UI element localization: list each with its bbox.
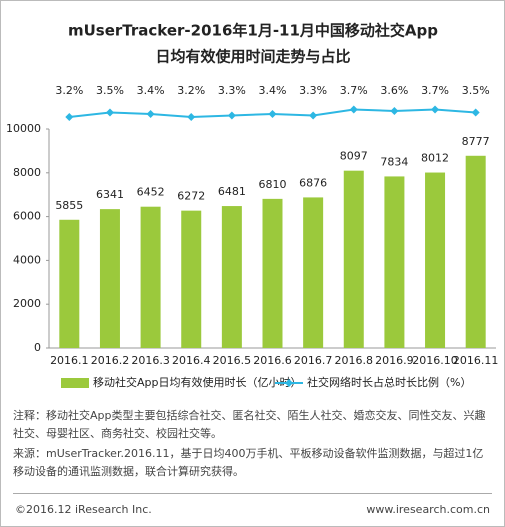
chart-subtitle: 日均有效使用时间走势与占比: [155, 48, 350, 66]
value-label: 6341: [96, 188, 124, 201]
x-tick-label: 2016.2: [91, 354, 130, 367]
value-label: 6452: [137, 186, 165, 199]
line-marker: [146, 110, 155, 118]
value-label: 3.3%: [299, 84, 327, 97]
y-tick-label: 0: [34, 341, 41, 354]
value-label: 3.4%: [259, 84, 287, 97]
value-label: 3.7%: [421, 84, 449, 97]
value-label: 6810: [259, 178, 287, 191]
line-marker: [390, 107, 399, 115]
chart: mUserTracker-2016年1月-11月中国移动社交App 日均有效使用…: [6, 22, 499, 390]
value-label: 3.2%: [177, 84, 205, 97]
bar: [221, 206, 242, 348]
x-tick-label: 2016.4: [172, 354, 211, 367]
line-marker: [187, 113, 196, 121]
y-tick-label: 6000: [13, 210, 41, 223]
value-label: 3.5%: [462, 84, 490, 97]
line-marker: [105, 108, 114, 117]
value-label: 3.2%: [55, 84, 83, 97]
y-tick-label: 4000: [13, 253, 41, 266]
value-label: 3.7%: [340, 84, 368, 97]
x-tick-label: 2016.5: [213, 354, 252, 367]
line-marker: [268, 110, 277, 118]
line-marker: [65, 113, 74, 121]
value-label: 8777: [462, 135, 490, 148]
legend-label: 社交网络时长占总时长比例（%）: [307, 375, 471, 389]
value-label: 3.3%: [218, 84, 246, 97]
x-tick-label: 2016.8: [335, 354, 374, 367]
x-tick-label: 2016.7: [294, 354, 333, 367]
value-label: 3.6%: [380, 84, 408, 97]
line-marker: [349, 105, 358, 114]
x-tick-label: 2016.9: [375, 354, 414, 367]
value-label: 8097: [340, 150, 368, 163]
chart-title: mUserTracker-2016年1月-11月中国移动社交App: [68, 22, 438, 40]
line-marker: [309, 111, 318, 120]
value-label: 5855: [55, 199, 83, 212]
value-label: 6272: [177, 190, 205, 203]
line-marker: [227, 111, 236, 120]
bar: [262, 198, 283, 348]
bar: [425, 172, 446, 348]
y-tick-label: 2000: [13, 297, 41, 310]
x-tick-label: 2016.3: [131, 354, 170, 367]
bar: [343, 170, 364, 348]
footer-left: ©2016.12 iResearch Inc.: [15, 503, 152, 516]
note: 注释：移动社交App类型主要包括综合社交、匿名社交、陌生人社交、婚恋交友、同性交…: [13, 409, 486, 440]
footer-right: www.iresearch.com.cn: [366, 503, 490, 516]
value-label: 6481: [218, 185, 246, 198]
bar: [181, 210, 202, 348]
legend-swatch: [61, 378, 89, 388]
line-marker: [471, 108, 480, 117]
bar: [384, 176, 405, 348]
bar: [140, 206, 161, 348]
bar: [465, 155, 486, 348]
value-label: 3.5%: [96, 84, 124, 97]
value-label: 7834: [380, 155, 408, 168]
source: 来源：mUserTracker.2016.11，基于日均400万手机、平板移动设…: [13, 447, 484, 478]
line-marker: [431, 105, 440, 114]
legend-label: 移动社交App日均有效使用时长（亿小时）: [93, 375, 302, 389]
divider: [13, 493, 492, 494]
value-label: 3.4%: [137, 84, 165, 97]
x-tick-label: 2016.1: [50, 354, 89, 367]
y-tick-label: 8000: [13, 166, 41, 179]
value-label: 6876: [299, 176, 327, 189]
bar: [99, 209, 120, 348]
bar: [303, 197, 324, 348]
x-tick-label: 2016.11: [453, 354, 499, 367]
value-label: 8012: [421, 152, 449, 165]
bar: [59, 219, 80, 348]
legend-swatch: [285, 379, 293, 387]
x-tick-label: 2016.10: [412, 354, 458, 367]
y-tick-label: 10000: [6, 122, 41, 135]
x-tick-label: 2016.6: [253, 354, 292, 367]
